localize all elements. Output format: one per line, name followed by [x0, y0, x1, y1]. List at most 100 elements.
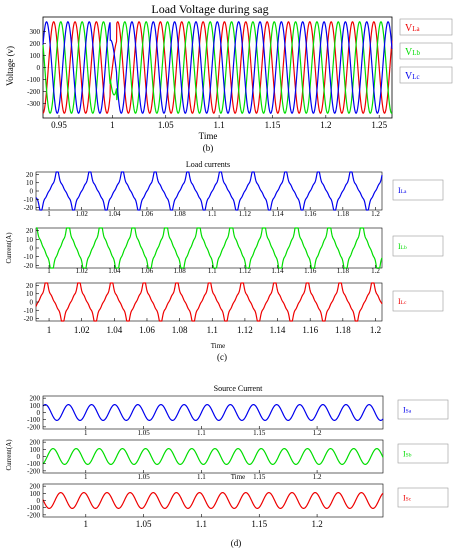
x-tick-label: 1.08 — [172, 325, 188, 335]
y-tick-label: 20 — [26, 282, 34, 290]
y-tick-label: 100 — [30, 446, 41, 454]
x-tick-label: 1.06 — [139, 325, 155, 335]
y-tick-label: -100 — [27, 76, 40, 84]
y-tick-label: 100 — [30, 490, 41, 498]
x-tick-label: 1 — [110, 120, 115, 130]
x-tick-label: 1.1 — [213, 120, 224, 130]
x-tick-label: 1.05 — [137, 473, 150, 481]
x-tick-label: 1.1 — [208, 267, 217, 275]
x-tick-label: 1.2 — [313, 429, 322, 437]
x-tick-label: 1.18 — [335, 325, 351, 335]
x-axis: 0.95 1 1.05 1.1 1.15 1.2 1.25 — [51, 115, 388, 130]
legend-box — [392, 235, 444, 257]
x-tick-label: 1.05 — [136, 519, 152, 529]
x-tick-label: 1.02 — [74, 325, 90, 335]
x-tick-label: 1.2 — [370, 325, 381, 335]
y-tick-label: 10 — [26, 179, 34, 187]
y-axis: -300 -200 -100 0 100 200 300 — [27, 28, 46, 108]
legend-box — [399, 42, 453, 60]
x-tick-label: 1.2 — [371, 210, 380, 218]
x-tick-label: 1.02 — [76, 267, 89, 275]
figure-caption: (d) — [231, 538, 242, 548]
x-tick-label: 1.02 — [76, 210, 89, 218]
y-tick-label: 200 — [30, 395, 41, 403]
chart-title: Source Current — [214, 384, 263, 393]
x-tick-label: 1.04 — [106, 325, 122, 335]
legend-box — [397, 399, 449, 420]
y-tick-label: 200 — [30, 483, 41, 491]
y-tick-label: 0 — [37, 64, 41, 72]
x-tick-label: 1.16 — [304, 267, 317, 275]
x-tick-label: 1.12 — [239, 267, 252, 275]
x-tick-label: 1.25 — [371, 120, 387, 130]
legend-label: ISc — [403, 494, 412, 503]
x-tick-label: 1.05 — [137, 429, 150, 437]
y-tick-label: -300 — [27, 100, 40, 108]
legend-label: VLa — [405, 23, 421, 34]
x-tick-label: 1.14 — [271, 210, 284, 218]
x-tick-label: 1 — [47, 210, 51, 218]
y-tick-label: 0 — [30, 299, 34, 307]
series-line-ILa — [35, 171, 383, 211]
x-tick-label: 1.16 — [304, 210, 317, 218]
series-line-VLc — [42, 21, 393, 114]
plot-frame — [35, 171, 383, 211]
y-tick-label: -10 — [24, 253, 34, 261]
plot-area — [42, 21, 393, 114]
x-tick-label: 1 — [47, 267, 51, 275]
x-tick-label: 1.12 — [239, 210, 252, 218]
legend-label: ILb — [398, 242, 407, 251]
x-axis-label: Time — [199, 131, 218, 141]
x-tick-label: 1.08 — [173, 267, 186, 275]
x-tick-label: 1.06 — [141, 267, 154, 275]
x-tick-label: 1.14 — [271, 267, 284, 275]
x-tick-label: 1.2 — [313, 473, 322, 481]
y-tick-label: 0 — [30, 245, 34, 253]
legend-label: ISa — [403, 406, 412, 415]
legend-label: ISb — [403, 450, 412, 459]
x-tick-label: 1.16 — [302, 325, 318, 335]
y-tick-label: 0 — [30, 188, 34, 196]
x-tick-label: 1.18 — [337, 267, 350, 275]
chart-title: Load currents — [186, 160, 230, 169]
x-tick-label: 1.2 — [371, 267, 380, 275]
y-axis-label: Current(A) — [5, 439, 13, 471]
y-axis-label: Voltage (v) — [5, 46, 15, 86]
x-tick-label: 1.15 — [253, 429, 266, 437]
y-tick-label: 100 — [30, 402, 41, 410]
y-tick-label: -10 — [24, 196, 34, 204]
plot-frame — [42, 483, 384, 518]
x-tick-label: 1 — [84, 429, 88, 437]
y-tick-label: 0 — [37, 453, 41, 461]
x-axis-label: Time — [211, 342, 226, 350]
x-tick-label: 1 — [47, 325, 52, 335]
y-tick-label: 0 — [37, 497, 41, 505]
x-tick-label: 1.2 — [311, 519, 322, 529]
x-tick-label: 1.1 — [208, 210, 217, 218]
x-tick-label: 1.12 — [237, 325, 253, 335]
figure-caption: (c) — [217, 352, 227, 362]
x-tick-label: 1.15 — [265, 120, 281, 130]
x-tick-label: 1.06 — [141, 210, 154, 218]
y-tick-label: 20 — [26, 171, 34, 179]
plot-frame — [35, 227, 383, 269]
legend-label: VLb — [405, 47, 421, 58]
legend-box — [397, 443, 449, 464]
legend-label: ILa — [398, 186, 407, 195]
figure-caption: (b) — [203, 143, 214, 153]
y-tick-label: -20 — [24, 204, 34, 212]
x-axis-label: Time — [231, 473, 246, 481]
x-tick-label: 1.08 — [173, 210, 186, 218]
x-tick-label: 1 — [84, 519, 89, 529]
series-line-ISb — [42, 448, 384, 465]
y-tick-label: 20 — [26, 227, 34, 235]
y-tick-label: 300 — [30, 28, 41, 36]
y-tick-label: 100 — [30, 52, 41, 60]
